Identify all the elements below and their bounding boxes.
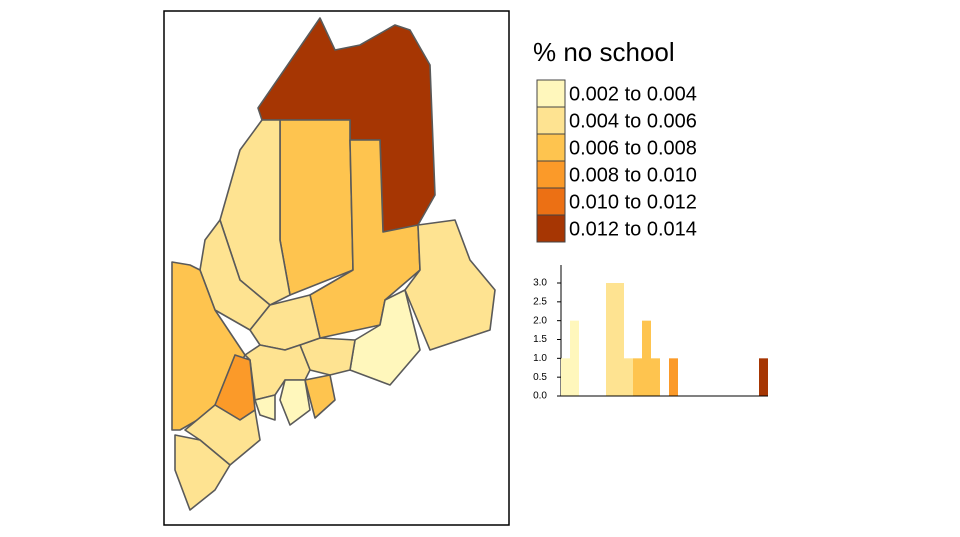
y-tick-label: 0.0 [533,391,547,402]
bar [606,283,615,396]
map [171,17,496,511]
map-frame [163,10,510,526]
y-tick-label: 3.0 [533,278,547,289]
legend-label: 0.002 to 0.004 [569,83,697,105]
legend-swatch [536,106,566,135]
legend-label: 0.004 to 0.006 [569,110,697,132]
bar [669,358,678,396]
county [304,374,336,419]
legend-swatch [536,133,566,162]
bar [759,358,768,396]
y-tick-label: 2.5 [533,296,547,307]
county [199,219,271,331]
county [349,289,421,386]
bar [642,320,651,396]
bar [570,320,579,396]
y-tick-label: 0.5 [533,372,547,383]
bar [624,358,633,396]
y-tick-label: 1.0 [533,353,547,364]
legend: 0.002 to 0.004 0.004 to 0.006 0.006 to 0.0… [536,79,697,243]
legend-label: 0.006 to 0.008 [569,137,697,159]
legend-swatch [536,187,566,216]
y-tick-label: 2.0 [533,315,547,326]
histogram: 0.0 0.5 1.0 1.5 2.0 2.5 3.0 [533,265,768,402]
bar [615,283,624,396]
bar [651,358,660,396]
legend-swatch [536,160,566,189]
legend-title: % no school [533,37,675,67]
county [404,219,496,351]
county [254,394,276,421]
legend-label: 0.008 to 0.010 [569,164,697,186]
legend-swatch [536,79,566,108]
legend-label: 0.010 to 0.012 [569,191,697,213]
legend-label: 0.012 to 0.014 [569,218,697,240]
county [184,404,261,466]
bar [561,358,570,396]
y-tick-label: 1.5 [533,334,547,345]
legend-swatch [536,214,566,243]
bar [633,358,642,396]
county [279,379,311,426]
county [174,434,231,511]
county [279,119,354,296]
